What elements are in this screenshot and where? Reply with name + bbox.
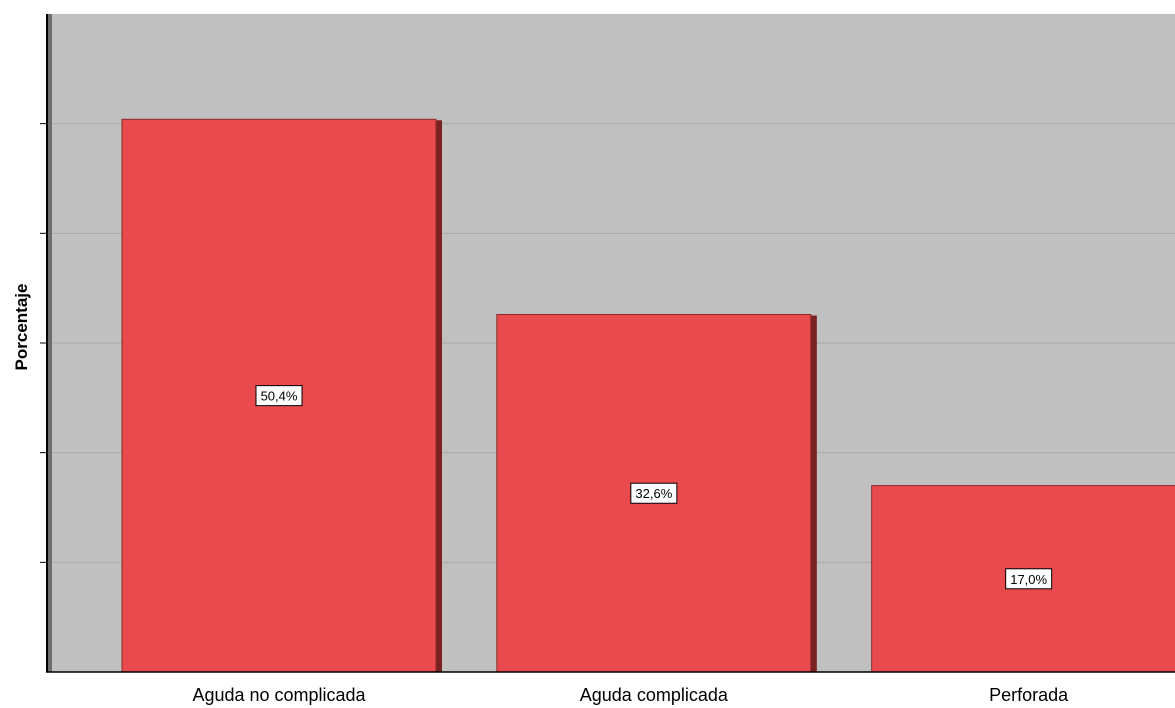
x-tick-label: Aguda complicada [580, 685, 729, 705]
bar-shadow [810, 315, 817, 672]
data-label-box [1005, 568, 1053, 590]
data-label: 17,0% [1010, 572, 1047, 587]
data-label: 50,4% [261, 389, 298, 404]
y-axis-shadow [48, 14, 52, 672]
data-labels: 50,4% 32,6% 17,0% [255, 385, 1053, 590]
data-label: 32,6% [635, 486, 672, 501]
x-tick-labels: Aguda no complicada Aguda complicada Perfo… [192, 685, 1069, 705]
data-label-box [630, 482, 678, 504]
y-axis-line [46, 14, 48, 672]
x-tick-label: Perforada [989, 685, 1069, 705]
y-axis-label: Porcentaje [12, 284, 31, 371]
data-label-box [255, 385, 303, 407]
x-tick-label: Aguda no complicada [192, 685, 366, 705]
bar-shadow [436, 120, 442, 672]
